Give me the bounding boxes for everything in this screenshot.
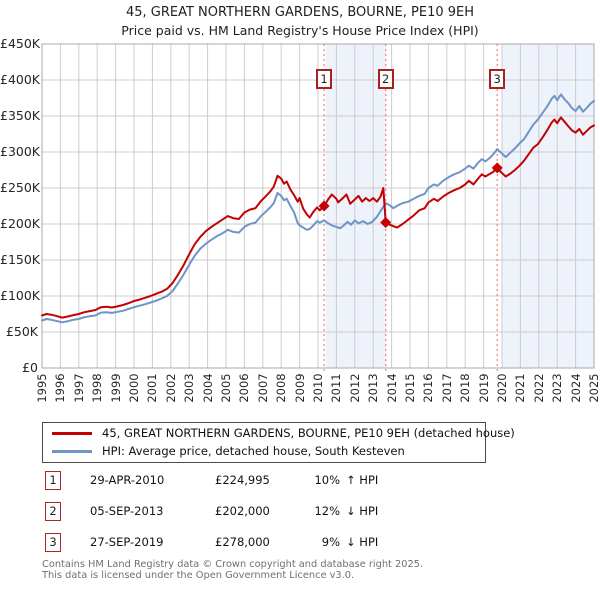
x-tick-label: 2015	[403, 373, 417, 403]
y-tick-label: £150K	[0, 252, 41, 267]
x-tick-label: 2011	[329, 373, 344, 403]
transaction-row-3: 3 27-SEP-2019 £278,000 9% ↓ HPI	[42, 533, 472, 553]
transaction-number: 1	[45, 471, 61, 490]
x-tick-label: 2023	[550, 373, 565, 403]
x-tick-label: 2000	[127, 373, 141, 403]
transaction-percent: 10%	[314, 473, 340, 487]
x-tick-label: 2017	[439, 373, 454, 403]
x-tick-label: 2016	[421, 373, 436, 403]
transaction-flag-3: 3	[489, 69, 506, 89]
transaction-price: £224,995	[215, 473, 270, 487]
x-tick-label: 2007	[255, 373, 270, 403]
x-tick-label: 1997	[71, 373, 86, 403]
x-tick-label: 2021	[513, 373, 528, 403]
footer: Contains HM Land Registry data © Crown c…	[42, 559, 423, 581]
page-title: 45, GREAT NORTHERN GARDENS, BOURNE, PE10…	[125, 5, 475, 20]
x-tick-label: 1998	[90, 373, 105, 403]
x-tick-label: 2001	[145, 373, 160, 403]
transaction-price: £202,000	[215, 504, 270, 518]
x-tick-label: 2018	[458, 373, 473, 403]
x-tick-label: 1996	[53, 373, 68, 403]
legend-item-hpi: HPI: Average price, detached house, Sout…	[52, 442, 405, 460]
transaction-price: £278,000	[215, 535, 270, 549]
y-tick-label: £100K	[0, 288, 41, 303]
x-tick-label: 2002	[163, 373, 178, 403]
y-tick-label: £200K	[0, 216, 41, 231]
x-tick-label: 2022	[531, 373, 546, 403]
transaction-row-1: 1 29-APR-2010 £224,995 10% ↑ HPI	[42, 471, 472, 491]
transaction-flag-2: 2	[377, 69, 394, 89]
legend-label-property: 45, GREAT NORTHERN GARDENS, BOURNE, PE10…	[102, 426, 515, 440]
x-tick-label: 2019	[476, 373, 491, 403]
y-tick-label: £300K	[0, 144, 41, 159]
legend-item-property: 45, GREAT NORTHERN GARDENS, BOURNE, PE10…	[52, 424, 515, 442]
transaction-date: 05-SEP-2013	[90, 504, 164, 518]
transaction-hpi-relation: ↓ HPI	[346, 504, 379, 518]
blue-line-swatch	[52, 449, 92, 453]
transaction-hpi-relation: ↓ HPI	[346, 535, 379, 549]
legend: 45, GREAT NORTHERN GARDENS, BOURNE, PE10…	[42, 422, 515, 463]
footer-line-2: This data is licensed under the Open Gov…	[42, 570, 355, 581]
y-tick-label: £450K	[0, 36, 41, 51]
transaction-date: 27-SEP-2019	[90, 535, 164, 549]
x-tick-label: 2003	[182, 373, 197, 403]
y-tick-label: £400K	[0, 72, 41, 87]
x-tick-label: 2008	[274, 373, 289, 403]
x-tick-label: 2014	[384, 373, 399, 403]
x-tick-label: 1999	[108, 373, 123, 403]
x-tick-label: 2024	[568, 373, 583, 403]
transaction-number: 3	[45, 533, 61, 552]
y-tick-label: £0	[22, 360, 38, 375]
legend-label-hpi: HPI: Average price, detached house, Sout…	[102, 444, 405, 458]
page-subtitle: Price paid vs. HM Land Registry's House …	[121, 23, 479, 38]
y-tick-label: £50K	[5, 324, 38, 339]
transaction-flag-1: 1	[316, 69, 333, 89]
red-line-swatch	[52, 431, 92, 435]
x-tick-label: 2010	[311, 373, 325, 403]
x-tick-label: 2006	[237, 373, 252, 403]
x-tick-label: 2012	[347, 373, 362, 403]
x-tick-label: 2004	[200, 373, 215, 403]
x-tick-label: 2005	[219, 373, 233, 403]
transaction-hpi-relation: ↑ HPI	[346, 473, 379, 487]
transaction-date: 29-APR-2010	[90, 473, 165, 487]
footer-line-1: Contains HM Land Registry data © Crown c…	[42, 559, 424, 570]
x-tick-label: 2009	[292, 373, 307, 403]
x-tick-label: 2025	[587, 373, 600, 403]
transaction-number: 2	[45, 502, 61, 521]
transaction-percent: 9%	[321, 535, 340, 549]
transaction-percent: 12%	[314, 504, 340, 518]
x-tick-label: 2013	[366, 373, 381, 403]
x-tick-label: 2020	[495, 373, 509, 403]
x-tick-label: 1995	[35, 373, 49, 403]
transaction-row-2: 2 05-SEP-2013 £202,000 12% ↓ HPI	[42, 502, 472, 522]
y-tick-label: £350K	[0, 108, 41, 123]
y-tick-label: £250K	[0, 180, 41, 195]
